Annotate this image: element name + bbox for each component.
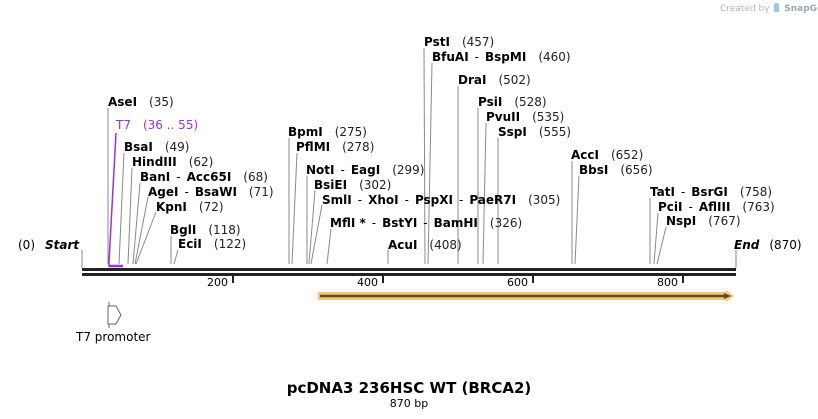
enzyme-label-nspi[interactable]: NspI (767): [666, 214, 741, 228]
enzyme-label-bsai[interactable]: BsaI (49): [124, 140, 190, 154]
end-label: End (870): [734, 238, 802, 252]
enzyme-label-smli-xhoi-pspxi-paer7i[interactable]: SmlI - XhoI - PspXI - PaeR7I (305): [322, 193, 561, 207]
tick-label-200: 200: [207, 276, 228, 289]
enzyme-label-psii[interactable]: PsiI (528): [478, 95, 547, 109]
enzyme-label-asei[interactable]: AseI (35): [108, 95, 174, 109]
enzyme-label-tati-bsrgi[interactable]: TatI - BsrGI (758): [650, 185, 773, 199]
enzyme-label-bfuai-bspmi[interactable]: BfuAI - BspMI (460): [432, 50, 571, 64]
enzyme-label-kpni[interactable]: KpnI (72): [156, 200, 224, 214]
orf-feature-arrow[interactable]: [318, 290, 734, 302]
enzyme-label-bsiei[interactable]: BsiEI (302): [314, 178, 392, 192]
enzyme-label-ecii[interactable]: EciI (122): [178, 237, 247, 251]
enzyme-leader-lines: [107, 47, 667, 265]
map-title: pcDNA3 236HSC WT (BRCA2): [286, 379, 532, 397]
credit-brand: SnapGene: [784, 4, 818, 14]
enzyme-label-hindiii[interactable]: HindIII (62): [132, 155, 214, 169]
enzyme-label-bbsi[interactable]: BbsI (656): [579, 163, 653, 177]
t7-promoter-label[interactable]: T7 promoter: [76, 330, 151, 344]
snapgene-logo-icon: [774, 3, 780, 12]
start-label: (0) Start: [18, 238, 80, 252]
backbone-bottom-strand: [82, 273, 736, 276]
ruler-ticks: [232, 276, 684, 283]
enzyme-label-pcii-afliii[interactable]: PciI - AflIII (763): [658, 200, 775, 214]
enzyme-label-bgli[interactable]: BglI (118): [170, 223, 241, 237]
tick-label-600: 600: [507, 276, 528, 289]
enzyme-label-acci[interactable]: AccI (652): [571, 148, 644, 162]
tick-label-800: 800: [657, 276, 678, 289]
enzyme-label-noti-eagi[interactable]: NotI - EagI (299): [306, 163, 425, 177]
t7-promoter-arrow-icon[interactable]: [107, 302, 122, 328]
backbone-top-strand: [82, 268, 736, 271]
enzyme-label-acui[interactable]: AcuI (408): [388, 238, 462, 252]
enzyme-label-psti[interactable]: PstI (457): [424, 35, 495, 49]
snapgene-credit: Created by SnapGene: [720, 3, 818, 14]
credit-prefix: Created by: [720, 4, 770, 14]
enzyme-label-pvuii[interactable]: PvuII (535): [486, 110, 565, 124]
enzyme-label-drai[interactable]: DraI (502): [458, 73, 531, 87]
enzyme-label-mfli-bstyi-bamhi[interactable]: MflI * - BstYI - BamHI (326): [330, 216, 523, 230]
enzyme-label-bpmi[interactable]: BpmI (275): [288, 125, 367, 139]
primer-label-t7[interactable]: T7 (36 .. 55): [116, 118, 199, 132]
sequence-length: 870 bp: [389, 397, 429, 410]
enzyme-label-bani-acc65i[interactable]: BanI - Acc65I (68): [140, 170, 268, 184]
enzyme-label-sspi[interactable]: SspI (555): [498, 125, 572, 139]
enzyme-label-pflmi[interactable]: PflMI (278): [296, 140, 375, 154]
tick-label-400: 400: [357, 276, 378, 289]
t7-primer-bracket[interactable]: [108, 132, 123, 267]
enzyme-label-agei-bsawi[interactable]: AgeI - BsaWI (71): [148, 185, 274, 199]
